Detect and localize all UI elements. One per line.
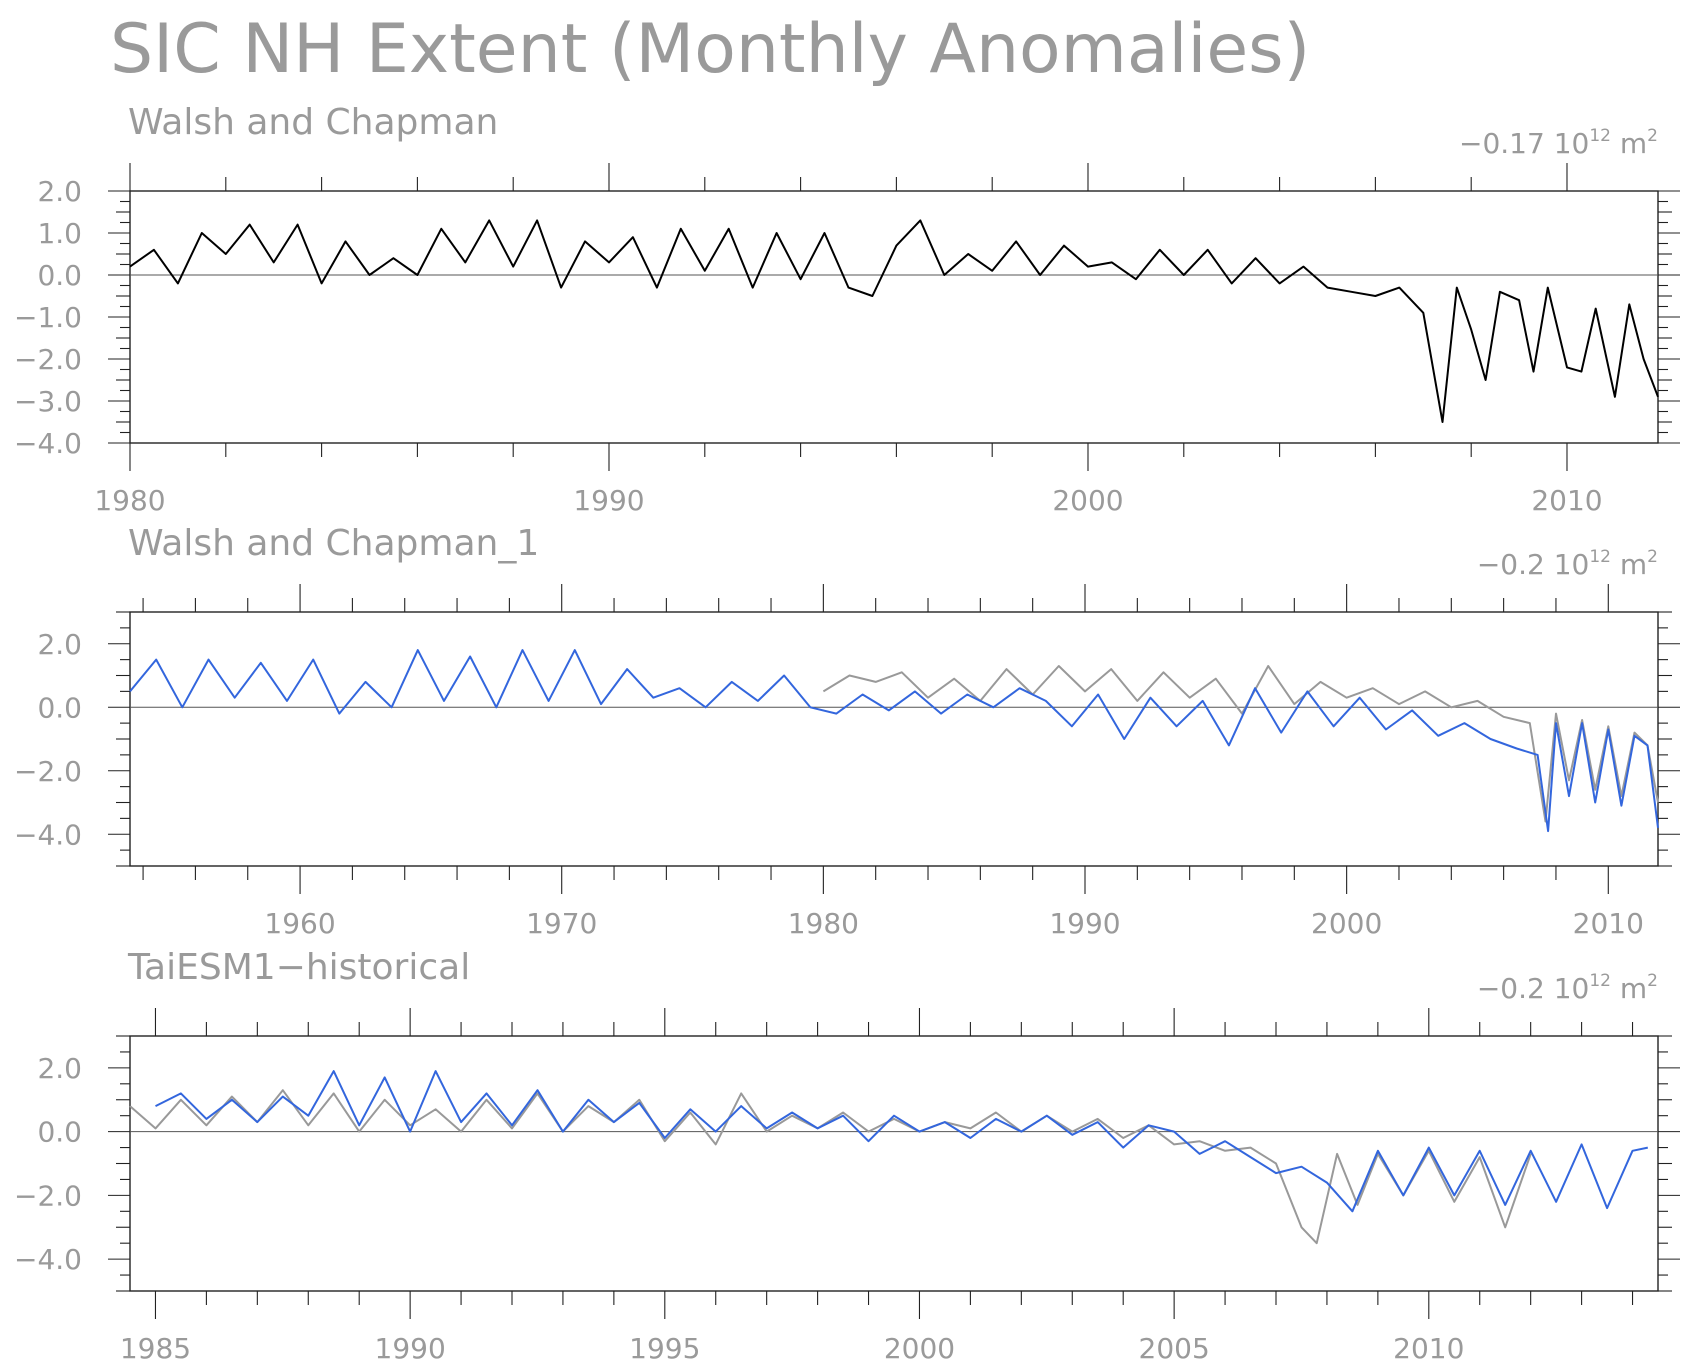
y-tick-label: −4.0 xyxy=(14,818,82,851)
panel-mean-label: −0.17 1012 m2 xyxy=(1459,126,1658,160)
x-tick-label: 1970 xyxy=(526,907,597,940)
y-tick-label: 0.0 xyxy=(37,1116,82,1149)
y-tick-label: 2.0 xyxy=(37,628,82,661)
x-tick-label: 1980 xyxy=(788,907,859,940)
series-line-2 xyxy=(129,649,1659,833)
y-tick-label: 2.0 xyxy=(37,1052,82,1085)
unit-exponent: 12 xyxy=(1589,126,1611,146)
panel-title: Walsh and Chapman_1 xyxy=(128,523,539,564)
x-tick-label: 2005 xyxy=(1139,1332,1210,1365)
y-tick-label: −2.0 xyxy=(14,343,82,376)
unit-suffix: m xyxy=(1611,127,1647,160)
unit-suffix-exponent: 2 xyxy=(1647,971,1658,991)
plot-frame xyxy=(129,190,1659,444)
mean-value: −0.17 xyxy=(1459,127,1554,160)
unit-suffix-exponent: 2 xyxy=(1647,126,1658,146)
x-tick-label: 1995 xyxy=(629,1332,700,1365)
x-tick-label: 2000 xyxy=(1052,484,1123,517)
plot-frame xyxy=(129,611,1659,867)
x-tick-label: 2000 xyxy=(884,1332,955,1365)
panel-mean-label: −0.2 1012 m2 xyxy=(1477,547,1658,581)
series-line-2 xyxy=(155,1070,1649,1213)
x-tick-label: 2000 xyxy=(1311,907,1382,940)
y-tick-label: 2.0 xyxy=(37,175,82,208)
y-tick-label: 1.0 xyxy=(37,217,82,250)
y-tick-label: −4.0 xyxy=(14,427,82,460)
series-line-1 xyxy=(822,665,1659,823)
panel-title: TaiESM1−historical xyxy=(127,947,470,988)
panels: Walsh and Chapman−0.17 1012 m22.01.00.0−… xyxy=(14,102,1680,1365)
y-tick-label: −1.0 xyxy=(14,301,82,334)
mean-value: −0.2 xyxy=(1477,548,1554,581)
x-tick-label: 2010 xyxy=(1573,907,1644,940)
y-tick-label: −4.0 xyxy=(14,1243,82,1276)
unit-suffix-exponent: 2 xyxy=(1647,547,1658,567)
plot-frame xyxy=(129,1035,1659,1292)
y-tick-label: 0.0 xyxy=(37,259,82,292)
unit-base: 10 xyxy=(1554,127,1590,160)
y-tick-label: −3.0 xyxy=(14,385,82,418)
x-tick-label: 1990 xyxy=(375,1332,446,1365)
unit-suffix: m xyxy=(1611,548,1647,581)
panel-2: Walsh and Chapman_1 −0.2 1012 m2 2.0 0.0 −2.… xyxy=(14,523,1680,940)
unit-suffix: m xyxy=(1611,972,1647,1005)
y-tick-label: 0.0 xyxy=(37,691,82,724)
x-tick-label: 1990 xyxy=(573,484,644,517)
figure-title: SIC NH Extent (Monthly Anomalies) xyxy=(110,10,1310,89)
series-line-1 xyxy=(129,219,1659,423)
panel-title: Walsh and Chapman xyxy=(128,102,498,143)
unit-base: 10 xyxy=(1554,548,1590,581)
panel-mean-label: −0.2 1012 m2 xyxy=(1477,971,1658,1005)
y-tick-label: −2.0 xyxy=(14,755,82,788)
x-tick-label: 1985 xyxy=(120,1332,191,1365)
x-tick-label: 1960 xyxy=(264,907,335,940)
panel-1: Walsh and Chapman −0.17 1012 m2 2.0 1.0 0.0 −… xyxy=(14,102,1680,517)
x-tick-label: 2010 xyxy=(1531,484,1602,517)
mean-value: −0.2 xyxy=(1477,972,1554,1005)
x-tick-label: 1980 xyxy=(94,484,165,517)
series-line-1 xyxy=(129,1089,1532,1245)
y-tick-label: −2.0 xyxy=(14,1179,82,1212)
unit-exponent: 12 xyxy=(1589,547,1611,567)
panel-3: TaiESM1−historical −0.2 1012 m2 2.0 0.0 −2.0… xyxy=(14,947,1680,1365)
x-tick-label: 2010 xyxy=(1393,1332,1464,1365)
unit-base: 10 xyxy=(1554,972,1590,1005)
x-tick-label: 1990 xyxy=(1049,907,1120,940)
unit-exponent: 12 xyxy=(1589,971,1611,991)
